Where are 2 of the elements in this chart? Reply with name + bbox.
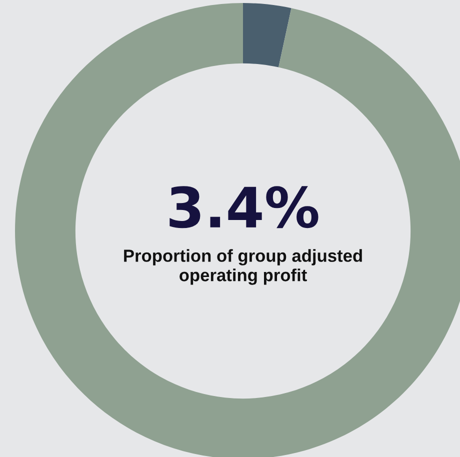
text: 3.4% xyxy=(170,186,318,228)
text: Proportion of group adjusted operating profit xyxy=(124,249,362,285)
